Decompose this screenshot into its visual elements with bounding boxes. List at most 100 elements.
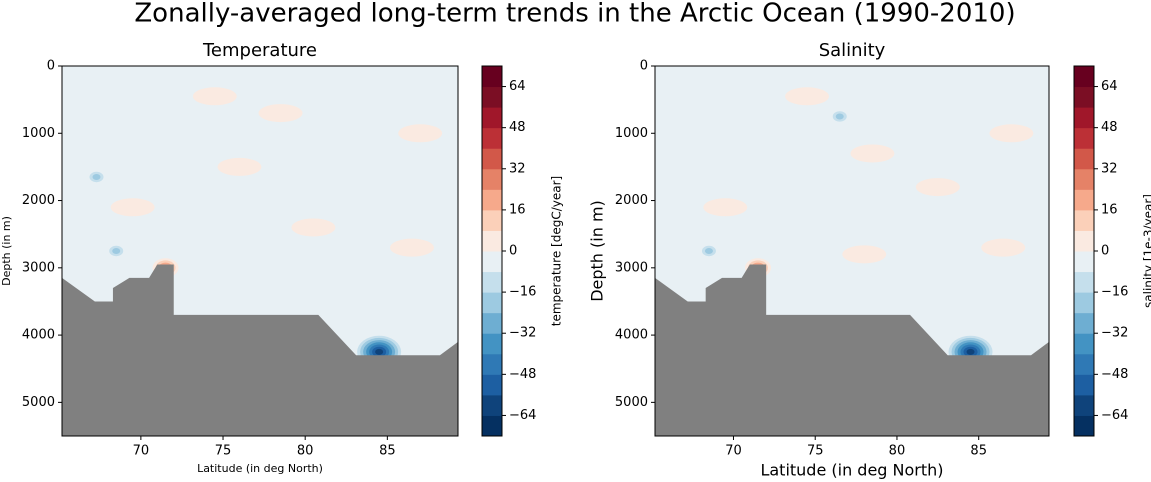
colorbar-tick-label: 16 xyxy=(509,202,526,217)
colorbar-tick-label: −64 xyxy=(509,408,536,423)
colorbar-band xyxy=(1074,86,1094,108)
x-tick-label: 85 xyxy=(379,444,396,459)
colorbar-tick-label: 64 xyxy=(1101,79,1118,94)
field-patch xyxy=(258,104,303,123)
x-tick-label: 75 xyxy=(215,444,232,459)
colorbar-band xyxy=(1074,333,1094,355)
colorbar-band xyxy=(482,148,502,170)
subplot-title: Temperature xyxy=(202,40,317,61)
colorbar-band xyxy=(1074,374,1094,396)
colorbar-band xyxy=(1074,353,1094,375)
field-extremum xyxy=(92,174,101,180)
y-tick-label: 1000 xyxy=(22,126,55,141)
colorbar-tick-label: 32 xyxy=(509,161,526,176)
x-tick-label: 80 xyxy=(889,444,906,459)
field-patch xyxy=(981,238,1026,257)
colorbar-band xyxy=(1074,394,1094,416)
y-tick-label: 4000 xyxy=(22,328,55,343)
y-tick-label: 2000 xyxy=(615,193,648,208)
colorbar-tick-label: −64 xyxy=(1101,408,1128,423)
field-patch xyxy=(398,124,443,143)
land-mask xyxy=(655,264,1049,436)
colorbar-band xyxy=(1074,415,1094,437)
colorbar-band xyxy=(482,230,502,252)
x-tick-label: 80 xyxy=(297,444,314,459)
colorbar-band xyxy=(482,353,502,375)
colorbar-band xyxy=(482,66,502,88)
colorbar-tick-label: 16 xyxy=(1101,202,1118,217)
subplot-title: Salinity xyxy=(819,40,886,61)
field-patch xyxy=(389,238,434,257)
x-tick-label: 85 xyxy=(970,444,987,459)
y-tick-label: 3000 xyxy=(22,260,55,275)
y-axis-label: Depth (in m) xyxy=(0,216,13,286)
field-patch xyxy=(989,124,1034,143)
x-axis-label: Latitude (in deg North) xyxy=(197,462,323,475)
colorbar-band xyxy=(482,168,502,190)
axes-frame xyxy=(61,65,459,437)
colorbar-band xyxy=(482,333,502,355)
figure-title: Zonally-averaged long-term trends in the… xyxy=(134,0,1015,29)
plot-area xyxy=(62,66,458,436)
colorbar-band xyxy=(482,189,502,211)
colorbar-band xyxy=(1074,148,1094,170)
colorbar-band xyxy=(1074,168,1094,190)
x-tick-label: 75 xyxy=(807,444,824,459)
field-extremum xyxy=(966,348,975,355)
colorbar-band xyxy=(1074,107,1094,129)
colorbar-tick-label: 64 xyxy=(509,79,526,94)
field-extremum xyxy=(375,348,384,355)
colorbar-band xyxy=(482,127,502,149)
x-tick-label: 70 xyxy=(133,444,150,459)
colorbar-band xyxy=(482,415,502,437)
y-axis-label: Depth (in m) xyxy=(588,200,607,302)
colorbar-band xyxy=(482,107,502,129)
colorbar-tick-label: 48 xyxy=(509,120,526,135)
field-patch xyxy=(703,198,748,217)
colorbar-label: temperature [degC/year] xyxy=(550,176,564,326)
colorbar-band xyxy=(1074,251,1094,273)
x-axis-label: Latitude (in deg North) xyxy=(760,461,943,480)
colorbar-tick-label: 0 xyxy=(509,244,517,259)
colorbar-band xyxy=(482,271,502,293)
colorbar-tick-label: 0 xyxy=(1101,244,1109,259)
field-patch xyxy=(850,144,895,163)
colorbar-tick-label: −16 xyxy=(509,285,536,300)
colorbar-band xyxy=(1074,312,1094,334)
field-patch xyxy=(217,157,262,176)
field-patch xyxy=(110,198,155,217)
field-extremum xyxy=(835,113,844,120)
field-extremum xyxy=(112,248,121,254)
colorbar-band xyxy=(1074,66,1094,88)
field-patch xyxy=(192,87,237,106)
colorbar-tick-label: −32 xyxy=(509,326,536,341)
field-patch xyxy=(842,245,887,264)
colorbar-band xyxy=(1074,209,1094,231)
y-tick-label: 5000 xyxy=(615,395,648,410)
y-tick-label: 4000 xyxy=(615,328,648,343)
field-patch xyxy=(291,218,336,237)
colorbar-tick-label: −48 xyxy=(509,367,536,382)
colorbar-label: salinity [1e-3/year] xyxy=(1142,194,1151,308)
colorbar-band xyxy=(482,209,502,231)
y-tick-label: 5000 xyxy=(22,395,55,410)
colorbar-band xyxy=(482,86,502,108)
land-mask xyxy=(62,264,458,436)
colorbar-tick-label: 32 xyxy=(1101,161,1118,176)
field-patch xyxy=(915,178,960,197)
plot-area xyxy=(655,66,1049,436)
colorbar-band xyxy=(482,394,502,416)
colorbar-band xyxy=(1074,271,1094,293)
y-tick-label: 0 xyxy=(640,59,648,74)
colorbar-band xyxy=(482,374,502,396)
colorbar-tick-label: −32 xyxy=(1101,326,1128,341)
field-extremum xyxy=(704,248,713,254)
colorbar-band xyxy=(482,251,502,273)
colorbar-band xyxy=(482,292,502,314)
x-tick-label: 70 xyxy=(725,444,742,459)
axes-frame xyxy=(654,65,1050,437)
field-patch xyxy=(785,87,830,106)
colorbar-band xyxy=(1074,292,1094,314)
colorbar-band xyxy=(1074,127,1094,149)
